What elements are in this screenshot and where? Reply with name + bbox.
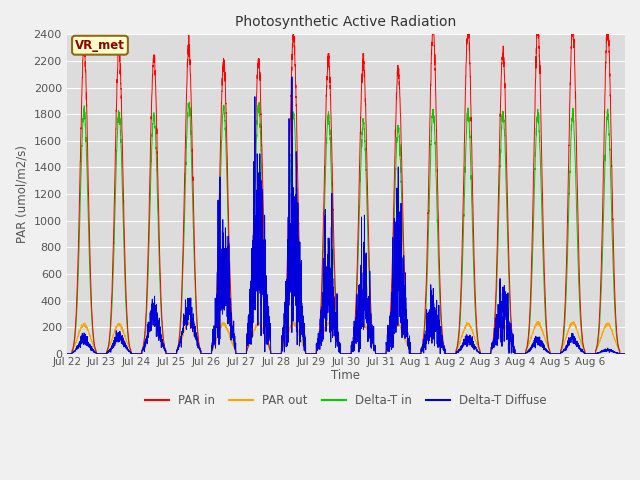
- Text: VR_met: VR_met: [75, 39, 125, 52]
- X-axis label: Time: Time: [332, 369, 360, 383]
- Legend: PAR in, PAR out, Delta-T in, Delta-T Diffuse: PAR in, PAR out, Delta-T in, Delta-T Dif…: [140, 389, 552, 412]
- Title: Photosynthetic Active Radiation: Photosynthetic Active Radiation: [236, 15, 456, 29]
- Y-axis label: PAR (umol/m2/s): PAR (umol/m2/s): [15, 145, 28, 243]
